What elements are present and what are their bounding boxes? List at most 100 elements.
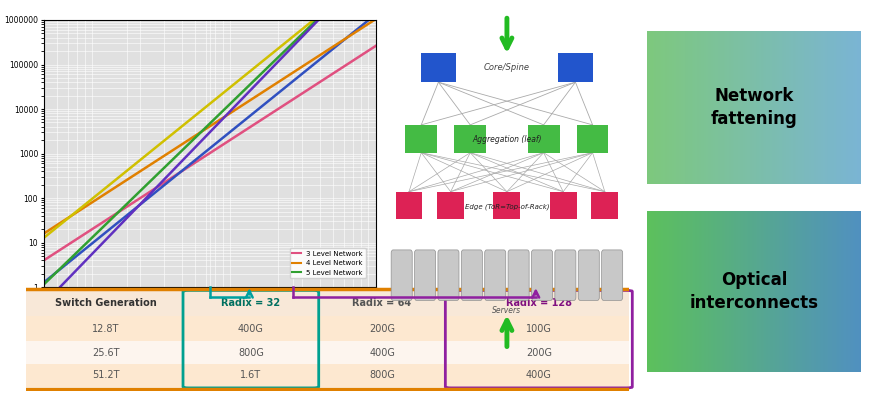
Text: 51.2T: 51.2T	[93, 370, 120, 381]
Bar	[766, 31, 768, 184]
Bar	[794, 31, 797, 184]
Bar	[798, 211, 801, 372]
Bar	[660, 31, 662, 184]
Bar	[739, 211, 742, 372]
Bar	[758, 211, 760, 372]
Bar	[690, 31, 692, 184]
Bar	[739, 31, 742, 184]
Bar	[775, 211, 777, 372]
Bar	[660, 211, 662, 372]
Bar	[665, 211, 667, 372]
Bar	[684, 31, 687, 184]
FancyBboxPatch shape	[577, 125, 608, 153]
Bar	[663, 211, 665, 372]
Bar	[699, 31, 701, 184]
Bar	[857, 31, 859, 184]
Bar	[703, 31, 704, 184]
Bar	[803, 31, 806, 184]
Bar	[816, 31, 818, 184]
FancyBboxPatch shape	[461, 250, 482, 300]
Bar	[741, 211, 744, 372]
Bar	[648, 31, 649, 184]
Bar	[772, 211, 773, 372]
Bar	[770, 31, 772, 184]
Bar	[779, 31, 780, 184]
Bar	[748, 211, 751, 372]
Bar	[736, 31, 738, 184]
Bar	[649, 211, 651, 372]
Bar	[717, 211, 718, 372]
Bar	[803, 211, 806, 372]
Bar	[818, 211, 820, 372]
Bar	[786, 31, 787, 184]
Bar	[784, 211, 786, 372]
Bar	[26, 316, 629, 341]
Bar	[691, 211, 694, 372]
Bar	[818, 31, 820, 184]
Text: Core/Spine: Core/Spine	[484, 63, 530, 72]
Bar	[760, 31, 761, 184]
Bar	[851, 31, 854, 184]
Bar	[801, 31, 804, 184]
Bar	[844, 31, 846, 184]
Bar	[807, 211, 809, 372]
Bar	[743, 211, 746, 372]
Bar	[813, 31, 815, 184]
Bar	[843, 211, 844, 372]
Bar	[793, 31, 794, 184]
Bar	[770, 211, 772, 372]
Bar	[815, 31, 816, 184]
Bar	[697, 31, 699, 184]
Bar	[695, 211, 697, 372]
FancyBboxPatch shape	[438, 250, 459, 300]
Bar	[722, 31, 724, 184]
FancyBboxPatch shape	[494, 192, 520, 219]
Bar	[853, 31, 856, 184]
Bar	[822, 31, 823, 184]
Bar	[832, 31, 834, 184]
Bar	[683, 31, 685, 184]
Bar	[765, 31, 766, 184]
Bar	[727, 31, 729, 184]
Bar	[656, 31, 658, 184]
Bar	[745, 31, 747, 184]
Bar	[748, 31, 751, 184]
Bar	[732, 31, 734, 184]
Bar	[784, 31, 786, 184]
Bar	[756, 31, 758, 184]
Text: 400G: 400G	[238, 324, 264, 334]
FancyBboxPatch shape	[528, 125, 559, 153]
Bar	[823, 211, 825, 372]
Text: Servers: Servers	[492, 306, 522, 315]
Bar	[706, 211, 708, 372]
Text: 200G: 200G	[369, 324, 395, 334]
Bar	[850, 31, 852, 184]
Bar	[684, 211, 687, 372]
Bar	[825, 211, 827, 372]
Bar	[752, 211, 754, 372]
Text: 400G: 400G	[369, 348, 395, 358]
Bar	[830, 31, 832, 184]
Bar	[787, 31, 789, 184]
Bar	[793, 211, 794, 372]
Bar	[745, 211, 747, 372]
Text: Network
fattening: Network fattening	[711, 87, 797, 128]
Bar	[662, 211, 663, 372]
Bar	[752, 31, 754, 184]
Bar	[811, 211, 813, 372]
FancyBboxPatch shape	[601, 250, 622, 300]
Bar	[825, 31, 827, 184]
FancyBboxPatch shape	[485, 250, 506, 300]
Bar	[738, 31, 740, 184]
Bar	[731, 211, 732, 372]
Bar	[768, 211, 770, 372]
Bar	[672, 211, 674, 372]
Bar	[679, 211, 681, 372]
Bar	[829, 31, 830, 184]
FancyBboxPatch shape	[437, 192, 464, 219]
Bar	[658, 31, 660, 184]
Bar	[839, 31, 841, 184]
Text: Radix = 64: Radix = 64	[352, 298, 412, 308]
Bar	[697, 211, 699, 372]
Text: Switch Generation: Switch Generation	[55, 298, 157, 308]
